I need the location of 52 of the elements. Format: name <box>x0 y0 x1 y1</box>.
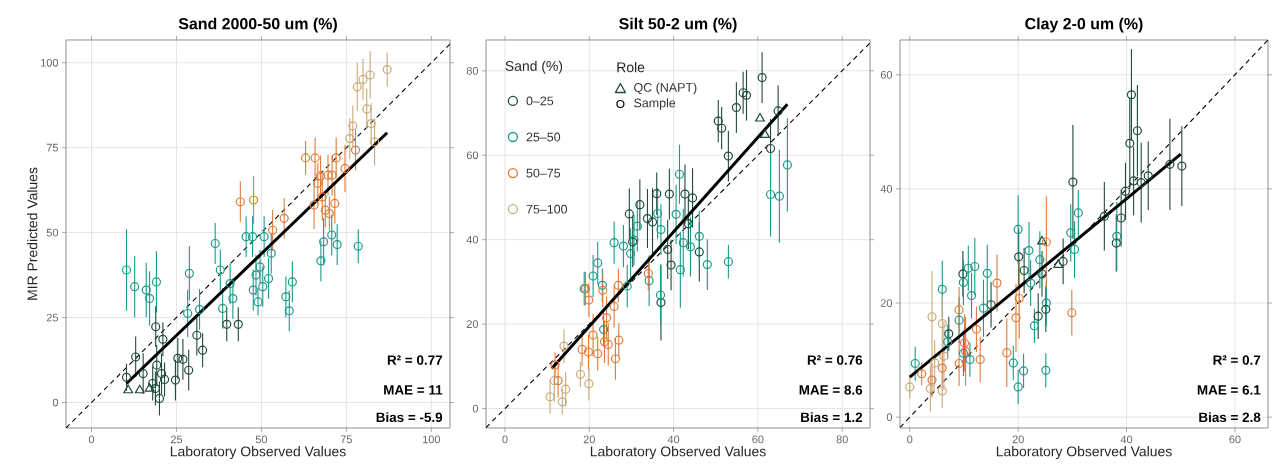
x-tick-label: 75 <box>340 435 352 444</box>
x-tick-label: 100 <box>423 435 441 444</box>
y-tick-label: 50 <box>46 228 59 237</box>
x-axis-title: Laboratory Observed Values <box>590 446 766 460</box>
y-tick-label: 20 <box>880 299 893 307</box>
y-tick-label: 100 <box>41 58 59 67</box>
x-tick-label: 50 <box>255 435 268 444</box>
x-tick-label: 80 <box>836 435 848 444</box>
legend-label: 25–50 <box>526 132 561 142</box>
x-tick-label: 60 <box>1229 435 1241 444</box>
annotation: MAE = 8.6 <box>799 385 863 395</box>
chart-title: Sand 2000-50 um (%) <box>178 17 337 33</box>
x-tick-label: 0 <box>907 435 913 444</box>
annotation: R² = 0.76 <box>807 355 863 365</box>
chart-title: Silt 50-2 um (%) <box>619 17 737 33</box>
x-tick-label: 0 <box>502 435 508 444</box>
x-tick-label: 40 <box>667 435 680 444</box>
y-tick-label: 25 <box>46 313 59 322</box>
annotation: R² = 0.77 <box>387 355 443 365</box>
annotation: Bias = -5.9 <box>376 412 443 423</box>
annotation: Bias = 2.8 <box>1199 412 1261 423</box>
y-tick-label: 0 <box>886 413 893 422</box>
x-tick-label: 0 <box>88 435 95 444</box>
legend-label: 50–75 <box>526 168 561 178</box>
legend-label: QC (NAPT) <box>634 82 697 95</box>
x-tick-label: 20 <box>1012 435 1024 444</box>
annotation: MAE = 6.1 <box>1197 385 1261 395</box>
x-axis-title: Laboratory Observed Values <box>996 446 1172 460</box>
legend-label: 75–100 <box>526 204 568 214</box>
legend-label: 0–25 <box>526 96 554 106</box>
y-tick-label: 60 <box>880 70 893 79</box>
legend-title: Sand (%) <box>505 60 563 74</box>
y-tick-label: 40 <box>880 185 893 193</box>
x-tick-label: 60 <box>752 435 764 444</box>
x-tick-label: 25 <box>170 435 183 444</box>
y-tick-label: 75 <box>46 143 59 152</box>
x-axis-title: Laboratory Observed Values <box>170 446 346 460</box>
y-tick-label: 0 <box>52 398 59 407</box>
annotation: R² = 0.7 <box>1213 355 1261 365</box>
annotation: MAE = 11 <box>384 385 443 395</box>
chart-title: Clay 2-0 um (%) <box>1025 17 1143 33</box>
y-tick-label: 80 <box>466 66 479 75</box>
annotation: Bias = 1.2 <box>801 412 863 423</box>
y-axis-title: MIR Predicted Values <box>27 167 38 300</box>
x-tick-label: 40 <box>1120 435 1133 444</box>
annotation: Sample <box>634 98 676 110</box>
x-tick-label: 20 <box>583 435 595 444</box>
annotation: Role <box>617 62 645 73</box>
y-tick-label: 20 <box>466 320 479 329</box>
y-tick-label: 60 <box>466 151 479 160</box>
y-tick-label: 40 <box>466 235 479 244</box>
y-tick-label: 0 <box>472 404 479 413</box>
